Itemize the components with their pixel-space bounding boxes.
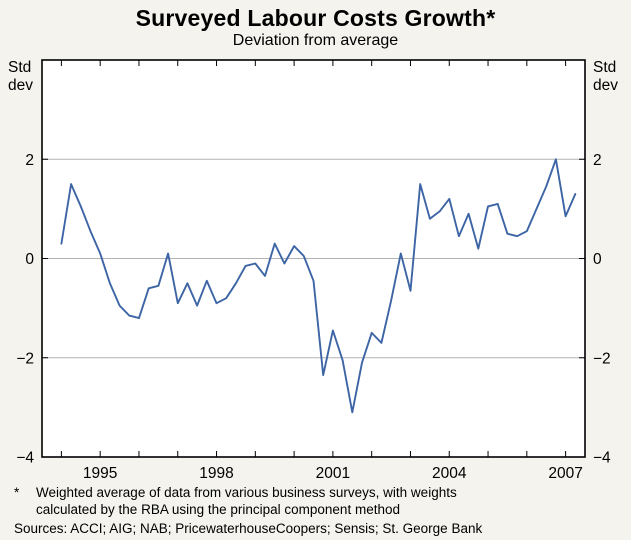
chart-subtitle: Deviation from average [232, 32, 399, 49]
x-tick-label: 1998 [199, 465, 233, 482]
x-tick-label: 2004 [432, 465, 467, 482]
y-tick-label-right: −2 [593, 350, 611, 367]
plot-border [41, 59, 586, 458]
y-tick-label-right: 2 [593, 152, 602, 169]
y-tick-label-right: 0 [593, 251, 602, 268]
x-tick-label: 1995 [83, 465, 117, 482]
footnote: * Weighted average of data from various … [14, 484, 618, 519]
footnote-block: * Weighted average of data from various … [14, 484, 618, 537]
sources-line: Sources: ACCI; AIG; NAB; Pricewaterhouse… [14, 520, 483, 536]
x-tick-label: 2007 [548, 465, 582, 482]
chart-title: Surveyed Labour Costs Growth* [135, 5, 496, 31]
y-tick-label-right: −4 [593, 450, 611, 467]
data-line-surveyed-labour-costs [60, 158, 577, 414]
y-tick-label-left: −4 [16, 450, 34, 467]
y-axis-unit-left: dev [8, 77, 33, 94]
y-tick-label-left: 2 [25, 152, 34, 169]
y-tick-label-left: −2 [16, 350, 34, 367]
footnote-marker: * [14, 485, 20, 500]
y-axis-unit-left: Std [8, 59, 31, 76]
y-axis-unit-right: Std [593, 59, 616, 76]
y-tick-label-left: 0 [25, 251, 34, 268]
y-axis-unit-right: dev [593, 77, 618, 94]
footnote-text: Weighted average of data from various bu… [36, 485, 457, 518]
x-tick-label: 2001 [316, 465, 350, 482]
